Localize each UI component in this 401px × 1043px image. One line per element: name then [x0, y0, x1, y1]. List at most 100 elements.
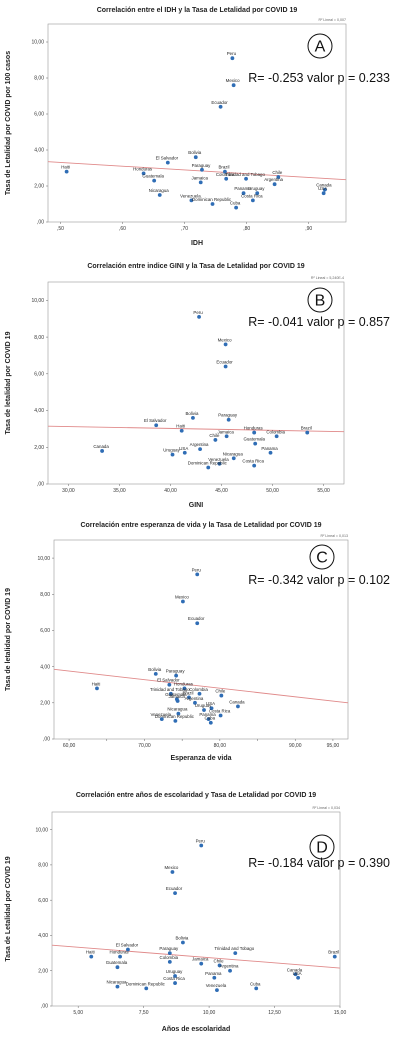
x-tick-label: 35,00	[113, 488, 126, 494]
data-point	[195, 572, 200, 577]
point-label: USA	[179, 446, 188, 451]
point-label: Brazil	[182, 690, 193, 695]
point-label: Mexico	[226, 78, 240, 83]
panel-letter: B	[315, 293, 326, 310]
data-point	[176, 711, 181, 716]
x-tick-label: ,80	[243, 226, 250, 232]
x-tick-label: 60,00	[63, 743, 76, 749]
data-point	[230, 56, 235, 61]
y-tick-label: 4,00	[34, 148, 44, 154]
data-point	[209, 706, 214, 711]
data-point	[64, 169, 69, 174]
y-tick-label: ,00	[37, 220, 44, 226]
data-point	[199, 961, 204, 966]
data-point	[202, 708, 206, 712]
data-point	[154, 423, 159, 428]
point-label: Panama	[199, 712, 216, 717]
y-tick-label: ,00	[43, 737, 50, 743]
x-tick-label: 95,00	[327, 743, 340, 749]
y-tick-label: 8,00	[34, 335, 44, 341]
data-point	[206, 717, 211, 721]
chart-title: Correlación entre indice GINI y la Tasa …	[87, 263, 304, 270]
point-label: Guatemala	[243, 437, 265, 442]
point-label: Bolivia	[188, 150, 201, 155]
point-label: Haiti	[176, 424, 185, 429]
point-label: Brazil	[218, 165, 229, 170]
point-label: Brazil	[328, 950, 339, 955]
data-point	[89, 954, 94, 959]
x-axis-label: Esperanza de vida	[170, 755, 231, 762]
point-label: Bolivia	[175, 936, 188, 941]
panel-letter-circle	[307, 287, 333, 313]
point-label: Haiti	[92, 681, 101, 686]
point-label: Ecuador	[211, 100, 228, 105]
data-point	[231, 83, 236, 88]
x-tick-label: 30,00	[62, 488, 75, 494]
y-tick-label: 10,00	[31, 298, 44, 304]
point-label: USA	[293, 971, 302, 976]
point-label: Nicaragua	[167, 707, 188, 712]
data-point	[217, 963, 222, 968]
r2-label: R² Lineal = 0,034	[313, 806, 340, 810]
data-point	[168, 691, 173, 696]
data-point	[181, 940, 185, 945]
data-point	[167, 960, 172, 964]
chart-title: Correlación entre años de escolaridad y …	[76, 792, 316, 799]
data-point	[126, 947, 130, 952]
y-tick-label: 2,00	[40, 701, 50, 707]
data-point	[152, 178, 157, 183]
data-point	[274, 434, 279, 439]
x-tick-label: 10,00	[203, 1010, 216, 1016]
data-point	[252, 430, 257, 435]
point-label: Colombia	[160, 955, 179, 960]
data-point	[141, 171, 146, 176]
correlation-stat: R= -0.253 valor p = 0.233	[248, 71, 390, 85]
point-label: El Salvador	[116, 943, 139, 948]
x-tick-label: 45,00	[215, 488, 228, 494]
y-tick-label: 6,00	[38, 898, 48, 904]
data-point	[228, 968, 232, 973]
plot-area	[47, 281, 345, 485]
point-label: Dominican Republic	[155, 714, 195, 719]
data-point	[182, 450, 187, 455]
data-point	[170, 870, 175, 874]
y-tick-label: ,00	[37, 482, 44, 488]
data-point	[195, 621, 200, 626]
point-label: Trinidad and Tobago	[225, 172, 265, 177]
data-point	[210, 202, 215, 206]
data-point	[332, 954, 337, 959]
point-label: Uruguay	[195, 703, 212, 708]
correlation-stat: R= -0.184 valor p = 0.390	[248, 856, 390, 870]
regression-line	[53, 668, 349, 704]
data-point	[218, 713, 223, 718]
point-label: Nicaragua	[106, 980, 127, 985]
y-tick-label: 2,00	[34, 184, 44, 190]
point-label: Chile	[209, 433, 220, 438]
point-label: Trinidad and Tobago	[150, 687, 190, 692]
panel-letter-circle	[307, 33, 333, 59]
x-tick-label: 50,00	[266, 488, 279, 494]
data-point	[236, 704, 240, 709]
data-point	[181, 599, 185, 604]
chart-panel-c: Correlación entre esperanza de vida y la…	[0, 516, 401, 774]
point-label: Costa Rica	[241, 193, 263, 198]
regression-line	[47, 161, 347, 181]
x-tick-label: 40,00	[164, 488, 177, 494]
plot-area	[47, 23, 347, 223]
data-point	[191, 415, 195, 420]
chart-panel-d: Correlación entre años de escolaridad y …	[0, 774, 401, 1043]
point-label: Bolivia	[185, 411, 198, 416]
panel-letter: C	[316, 550, 328, 567]
data-point	[223, 342, 228, 347]
y-tick-label: 10,00	[31, 40, 44, 46]
point-label: Honduras	[110, 950, 130, 955]
point-label: Brazil	[301, 426, 312, 431]
y-axis-label: Tasa de letalidad por COVID 19	[5, 331, 12, 434]
x-tick-label: 55,00	[317, 488, 330, 494]
data-point	[208, 720, 213, 725]
point-label: Chile	[215, 689, 226, 694]
x-tick-label: 12,50	[268, 1010, 281, 1016]
x-tick-label: ,70	[181, 226, 188, 232]
point-label: Venezuela	[208, 457, 229, 462]
point-label: Cuba	[205, 716, 216, 721]
